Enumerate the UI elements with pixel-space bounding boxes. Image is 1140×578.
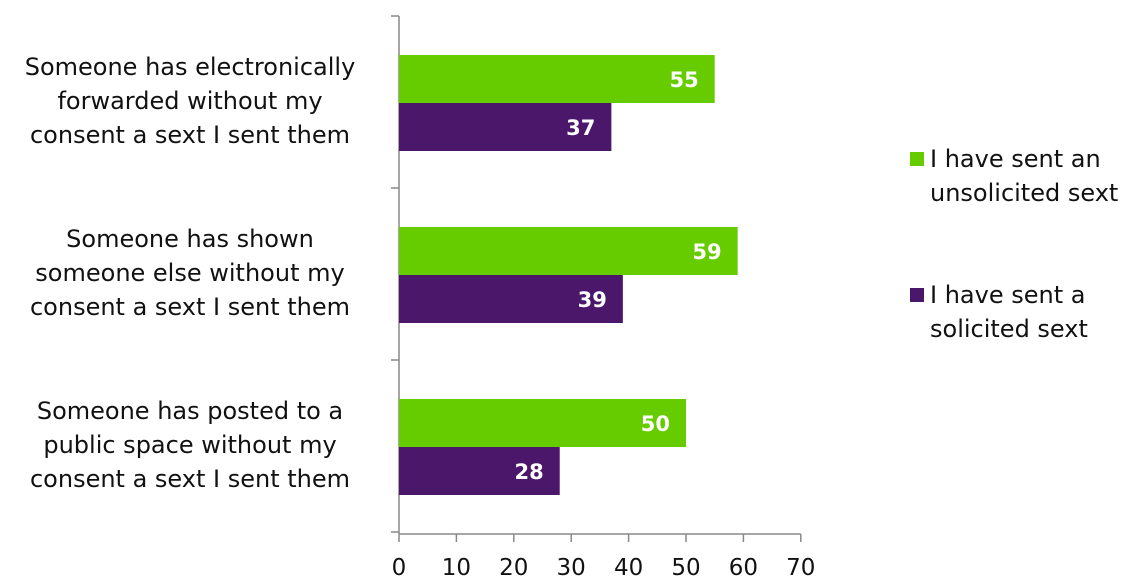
bar	[399, 275, 623, 323]
legend-label-line: I have sent an	[930, 145, 1101, 173]
x-tick-label: 50	[671, 555, 700, 578]
legend-label-line: solicited sext	[930, 315, 1088, 343]
category-label: Someone has shown someone else without my…	[0, 222, 380, 324]
category-label-line: Someone has shown	[66, 225, 314, 253]
bar	[399, 55, 715, 103]
x-tick-label: 40	[614, 555, 643, 578]
data-label: 28	[514, 460, 543, 484]
legend-swatch	[910, 152, 924, 166]
data-label: 59	[692, 240, 721, 264]
category-label-line: consent a sext I sent them	[29, 293, 351, 321]
category-label-line: public space without my	[43, 431, 337, 459]
legend-label-line: unsolicited sext	[930, 179, 1119, 207]
x-tick-label: 10	[442, 555, 471, 578]
category-label-line: Someone has posted to a	[36, 397, 344, 425]
bar	[399, 227, 738, 275]
category-label-line: forwarded without my	[57, 87, 323, 115]
bar	[399, 447, 560, 495]
legend-label: I have sent a solicited sext	[930, 278, 1140, 346]
category-label: Someone has electronically forwarded with…	[0, 50, 380, 152]
data-label: 37	[566, 116, 595, 140]
legend-item: I have sent a solicited sext	[910, 278, 1140, 346]
legend-swatch	[910, 288, 924, 302]
x-tick-label: 20	[499, 555, 528, 578]
x-tick-label: 0	[392, 555, 407, 578]
data-label: 39	[578, 288, 607, 312]
data-label: 50	[641, 412, 670, 436]
legend-item: I have sent an unsolicited sext	[910, 142, 1140, 210]
category-label-line: consent a sext I sent them	[29, 465, 351, 493]
legend-label-line: I have sent a	[930, 281, 1086, 309]
category-label: Someone has posted to a public space with…	[0, 394, 380, 496]
category-label-line: someone else without my	[35, 259, 345, 287]
x-tick-label: 30	[557, 555, 586, 578]
data-label: 55	[669, 68, 698, 92]
x-tick-label: 60	[729, 555, 758, 578]
bar	[399, 103, 612, 151]
category-label-line: Someone has electronically	[24, 53, 356, 81]
category-label-line: consent a sext I sent them	[29, 121, 351, 149]
x-tick-label: 70	[786, 555, 815, 578]
legend-label: I have sent an unsolicited sext	[930, 142, 1140, 210]
bar	[399, 399, 686, 447]
